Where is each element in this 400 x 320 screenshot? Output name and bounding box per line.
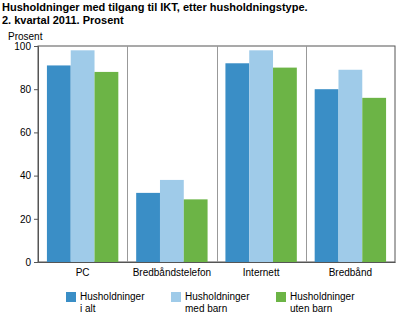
y-tick-mark xyxy=(34,262,38,263)
series xyxy=(71,50,363,262)
bars xyxy=(47,50,386,262)
bar xyxy=(225,63,249,262)
y-tick-label: 40 xyxy=(20,170,32,181)
y-tick: 60 xyxy=(20,127,38,138)
series xyxy=(95,68,387,262)
category-separator xyxy=(127,46,128,262)
legend: Husholdninger i alt Husholdninger med bar… xyxy=(66,291,357,314)
legend-swatch xyxy=(276,292,286,302)
legend-label: Husholdninger med barn xyxy=(185,291,252,314)
legend-label: Husholdninger i alt xyxy=(80,291,147,314)
x-axis: PC Bredbåndstelefon Internett Bredbånd xyxy=(39,262,396,278)
y-axis-line xyxy=(34,47,39,263)
bar xyxy=(184,199,208,262)
x-tick-label: Bredbåndstelefon xyxy=(133,267,211,278)
y-tick-mark xyxy=(34,176,38,177)
y-axis: 0 20 40 60 80 100 xyxy=(14,41,38,268)
x-tick-label: Internett xyxy=(243,267,280,278)
x-tick: Bredbåndstelefon xyxy=(133,262,211,278)
legend-item: Husholdninger i alt xyxy=(66,291,147,314)
title: Husholdninger med tilgang til IKT, etter… xyxy=(2,1,308,13)
y-tick-mark xyxy=(34,89,38,90)
y-tick-label: 80 xyxy=(20,84,32,95)
legend-swatch xyxy=(171,292,181,302)
y-tick-label: 20 xyxy=(20,214,32,225)
y-tick: 0 xyxy=(25,257,38,268)
x-tick-label: PC xyxy=(76,267,90,278)
y-tick: 40 xyxy=(20,170,38,181)
y-tick: 100 xyxy=(14,41,38,52)
category-separator xyxy=(217,46,218,262)
subtitle: 2. kvartal 2011. Prosent xyxy=(2,14,124,26)
y-tick-mark xyxy=(34,219,38,220)
plot-frame xyxy=(38,46,395,262)
x-tick-label: Bredbånd xyxy=(329,267,372,278)
bar xyxy=(136,193,160,262)
y-tick: 80 xyxy=(20,84,38,95)
bar xyxy=(315,89,339,262)
bar xyxy=(273,68,297,262)
bar xyxy=(160,180,184,262)
legend-item: Husholdninger uten barn xyxy=(276,291,357,314)
plot: 0 20 40 60 80 100 PC Bredbåndstelefon Internett B… xyxy=(14,41,395,278)
legend-item: Husholdninger med barn xyxy=(171,291,252,314)
y-tick-mark xyxy=(34,46,38,47)
legend-swatch xyxy=(66,292,76,302)
bar xyxy=(249,50,273,262)
legend-label: Husholdninger uten barn xyxy=(290,291,357,314)
x-tick: Internett xyxy=(243,262,280,278)
x-tick: Bredbånd xyxy=(329,262,372,278)
category-separator xyxy=(306,46,307,262)
y-tick-label: 0 xyxy=(25,257,31,268)
bar xyxy=(71,50,95,262)
bar xyxy=(47,65,71,262)
y-tick-label: 100 xyxy=(14,41,31,52)
y-tick-mark xyxy=(34,132,38,133)
x-axis-line xyxy=(39,262,396,263)
bar xyxy=(362,98,386,262)
chart: Husholdninger med tilgang til IKT, etter… xyxy=(0,0,400,320)
y-tick-label: 60 xyxy=(20,127,32,138)
y-tick: 20 xyxy=(20,214,38,225)
bar xyxy=(338,70,362,262)
x-tick: PC xyxy=(76,262,90,278)
bar xyxy=(95,72,119,262)
